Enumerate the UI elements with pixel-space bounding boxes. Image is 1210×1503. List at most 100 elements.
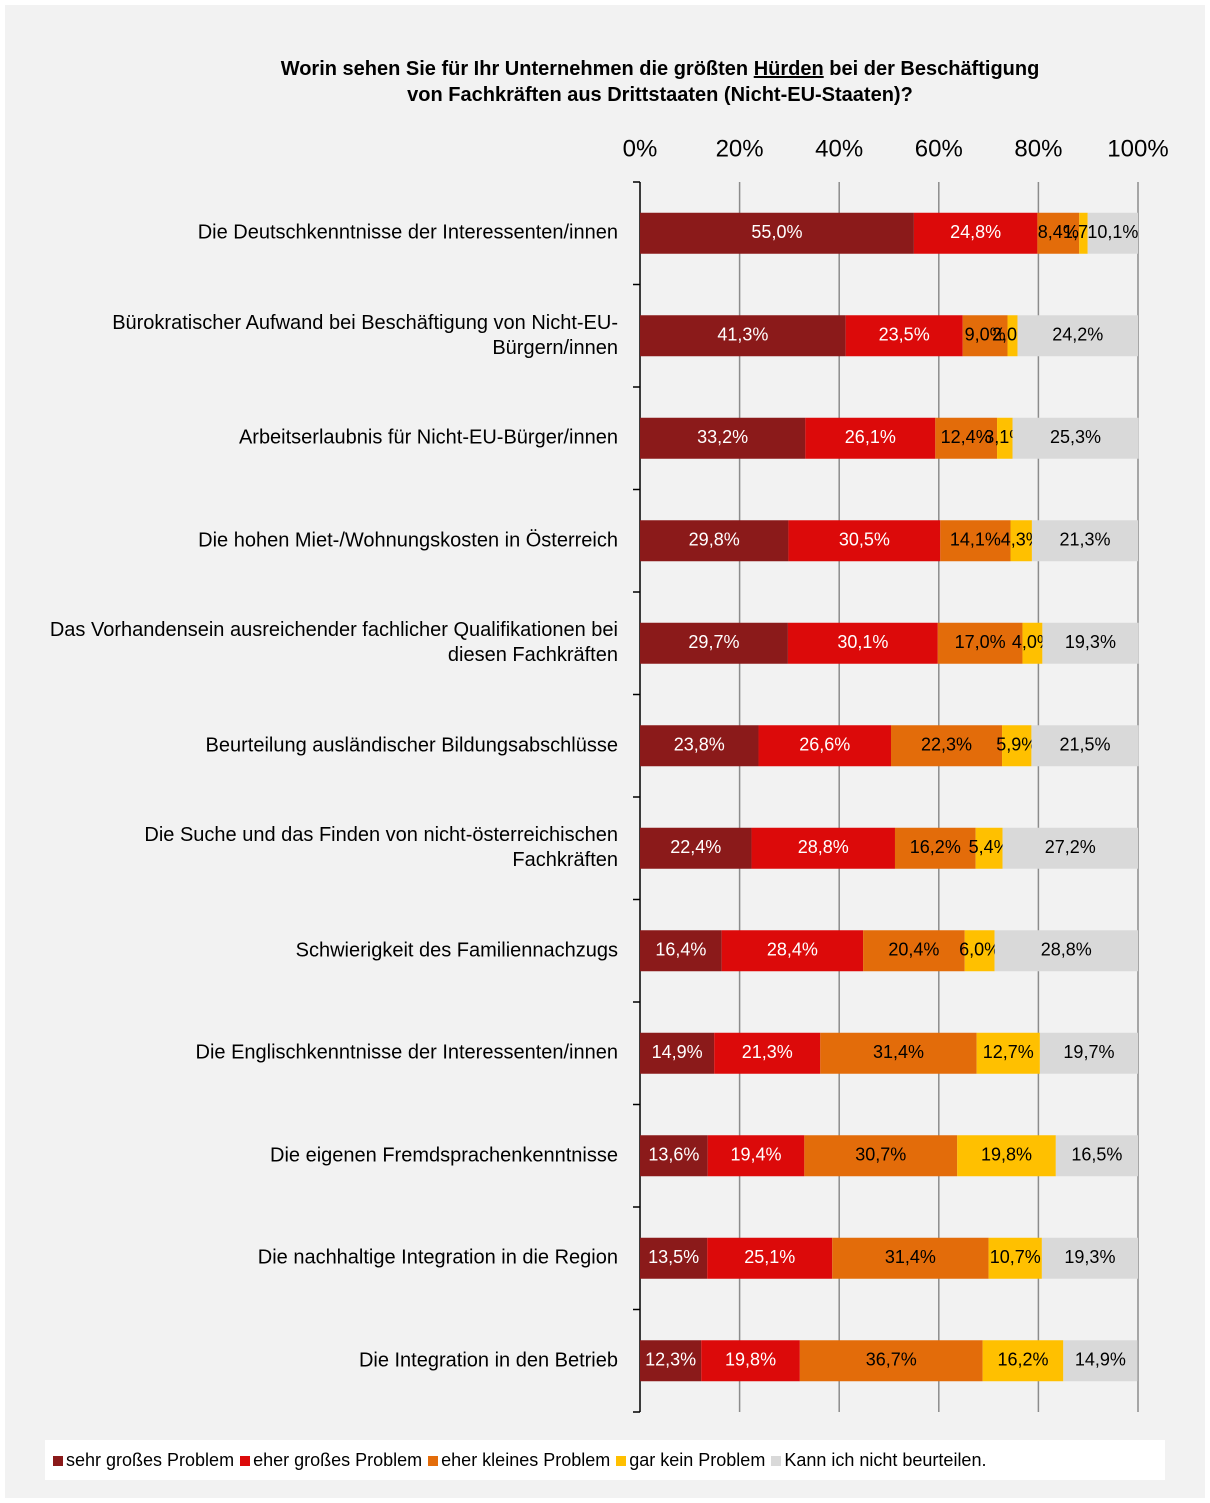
bar-segment [1055, 1135, 1138, 1177]
bar-segment [640, 1237, 708, 1279]
data-label: 30,7% [855, 1145, 906, 1165]
bar-segment [640, 827, 752, 869]
data-label: 16,2% [997, 1350, 1048, 1370]
bar-segment [957, 1135, 1056, 1177]
data-label: 55,0% [751, 222, 802, 242]
data-label: 24,8% [950, 222, 1001, 242]
data-label: 13,6% [648, 1145, 699, 1165]
bar-segment [1002, 725, 1032, 767]
bar-segment [787, 622, 938, 664]
data-label: 4,3% [1001, 530, 1042, 550]
bar-segment [751, 827, 895, 869]
data-label: 20,4% [888, 940, 939, 960]
bar-segment [997, 417, 1013, 459]
bar-segment [714, 1032, 821, 1074]
data-label: 16,5% [1071, 1145, 1122, 1165]
data-label: 28,4% [767, 940, 818, 960]
category-label: Das Vorhandensein ausreichender fachlich… [49, 619, 618, 667]
title-part: Worin sehen Sie für Ihr Unternehmen die … [280, 58, 754, 80]
bar-segment [1031, 520, 1138, 562]
category-label: Die Integration in den Betrieb [358, 1349, 618, 1372]
bar-segment [913, 212, 1038, 254]
data-label: 23,5% [879, 325, 930, 345]
legend-swatch [616, 1456, 627, 1466]
bar-segment [935, 417, 998, 459]
data-label: 41,3% [717, 325, 768, 345]
bar-segment [988, 1237, 1042, 1279]
data-label: 12,3% [645, 1350, 696, 1370]
data-label: 33,2% [697, 427, 748, 447]
category-label: Arbeitserlaubnis für Nicht-EU-Bürger/inn… [238, 426, 618, 449]
legend-label: sehr großes Problem [66, 1450, 235, 1470]
data-label: 25,1% [744, 1247, 795, 1267]
bar-segment [1007, 315, 1018, 357]
bar-segment [640, 930, 722, 972]
bar-segment [1022, 622, 1043, 664]
bar-segment [804, 1135, 958, 1177]
bar-segment [640, 622, 788, 664]
category-label: Die eigenen Fremdsprachenkenntnisse [270, 1144, 618, 1167]
x-tick-label: 40% [815, 135, 863, 162]
category-label: Die Deutschkenntnisse der Interessenten/… [197, 221, 618, 244]
bar-segment [1079, 212, 1088, 254]
x-tick-label: 20% [716, 135, 764, 162]
data-label: 16,4% [655, 940, 706, 960]
bar-segment [758, 725, 891, 767]
bar-segment [1063, 1340, 1138, 1382]
data-label: 10,1% [1087, 222, 1138, 242]
bar-segment [640, 1340, 702, 1382]
bar-segment [640, 315, 846, 357]
bar-segment [640, 1135, 708, 1177]
data-label: 19,8% [981, 1145, 1032, 1165]
bar-segment [707, 1135, 805, 1177]
bar-segment [1017, 315, 1138, 357]
data-label: 21,5% [1059, 735, 1110, 755]
bar-segment [994, 930, 1138, 972]
category-label: Schwierigkeit des Familiennachzugs [295, 939, 618, 962]
bar-segment [640, 520, 789, 562]
bar-segment [701, 1340, 800, 1382]
legend-label: gar kein Problem [629, 1450, 766, 1470]
legend-item: Kann ich nicht beurteilen. [771, 1450, 986, 1470]
data-label: 14,9% [652, 1042, 703, 1062]
bar-segment [1010, 520, 1032, 562]
data-label: 19,3% [1065, 632, 1116, 652]
title-part: Hürden [753, 58, 824, 80]
data-label: 9,0% [965, 325, 1006, 345]
data-label: 23,8% [674, 735, 725, 755]
data-label: 26,1% [845, 427, 896, 447]
data-label: 30,5% [839, 530, 890, 550]
bar-segment [937, 622, 1023, 664]
category-label: Bürokratischer Aufwand bei Beschäftigung… [112, 311, 618, 359]
category-label: Die Englischkenntnisse der Interessenten… [195, 1041, 618, 1064]
data-label: 14,1% [950, 530, 1001, 550]
bar-segment [1012, 417, 1139, 459]
data-label: 22,4% [670, 837, 721, 857]
bar-segment [975, 827, 1003, 869]
bar-segment [707, 1237, 833, 1279]
x-tick-label: 80% [1014, 135, 1062, 162]
data-label: 26,6% [799, 735, 850, 755]
legend-label: eher großes Problem [253, 1450, 423, 1470]
data-label: 28,8% [1041, 940, 1092, 960]
data-label: 30,1% [837, 632, 888, 652]
data-label: 27,2% [1045, 837, 1096, 857]
bar-segment [820, 1032, 977, 1074]
data-label: 19,3% [1064, 1247, 1115, 1267]
x-tick-label: 0% [623, 135, 658, 162]
bar-segment [890, 725, 1003, 767]
data-label: 5,9% [996, 735, 1037, 755]
data-label: 31,4% [885, 1247, 936, 1267]
data-label: 22,3% [921, 735, 972, 755]
bar-segment [832, 1237, 989, 1279]
bar-segment [799, 1340, 983, 1382]
chart-title: Worin sehen Sie für Ihr Unternehmen die … [160, 56, 1160, 108]
bar-segment [640, 212, 914, 254]
category-label: Die Suche und das Finden von nicht-öster… [144, 824, 618, 872]
data-label: 31,4% [873, 1042, 924, 1062]
bar-segment [962, 315, 1008, 357]
legend-item: eher kleines Problem [428, 1450, 610, 1470]
legend: sehr großes Problem eher großes Problem eh… [45, 1440, 1165, 1480]
title-part: von Fachkräften aus Drittstaaten (Nicht-… [407, 84, 913, 106]
